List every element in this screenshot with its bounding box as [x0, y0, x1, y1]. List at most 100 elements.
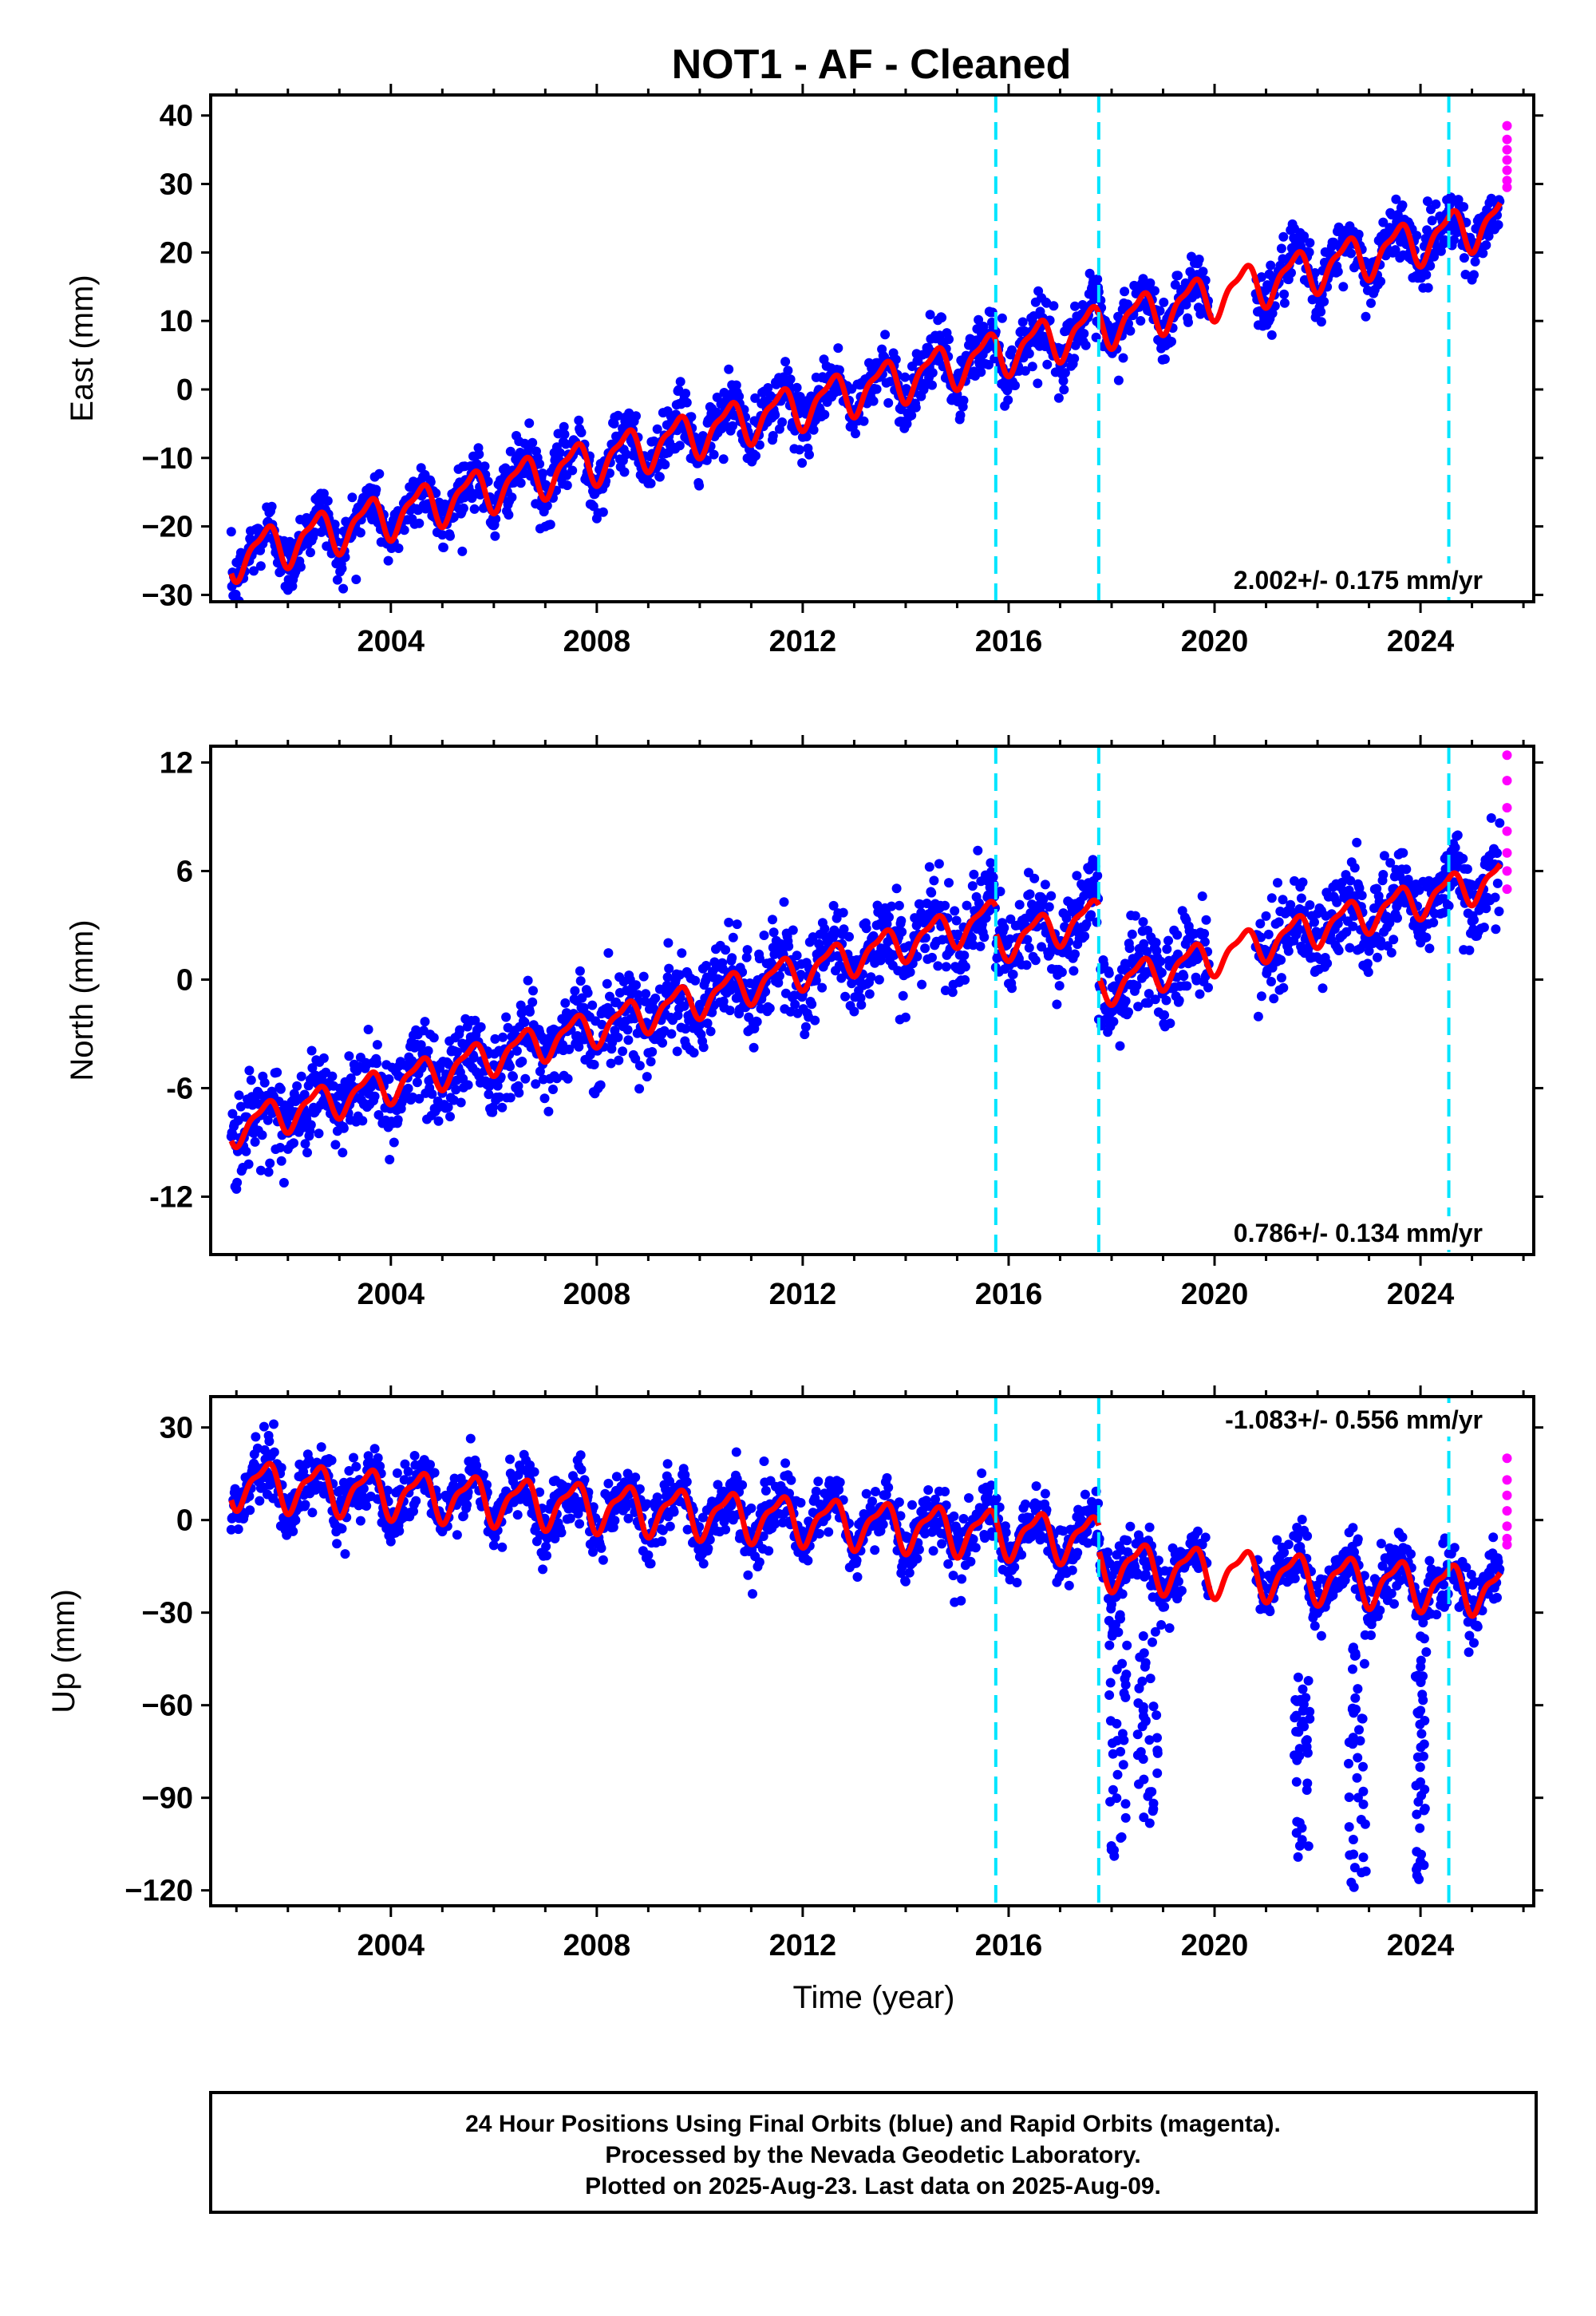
data-point: [725, 1006, 735, 1016]
data-point: [1118, 353, 1128, 363]
data-point: [926, 887, 937, 898]
data-point: [411, 1496, 421, 1506]
data-point: [605, 468, 614, 478]
data-point: [1092, 871, 1103, 881]
data-point: [372, 1058, 382, 1069]
data-point: [1338, 282, 1349, 292]
data-point: [689, 1048, 699, 1058]
data-point: [927, 368, 938, 378]
data-point: [969, 869, 979, 879]
data-point: [898, 990, 908, 1001]
data-point: [429, 1468, 440, 1478]
data-point: [545, 520, 555, 530]
data-point: [1305, 238, 1315, 248]
data-point: [864, 989, 875, 999]
data-point: [894, 900, 904, 911]
data-point: [255, 1496, 265, 1506]
data-point: [698, 1559, 709, 1569]
data-point: [976, 367, 986, 377]
data-point: [355, 528, 365, 538]
data-point: [804, 449, 814, 460]
data-point: [276, 1463, 286, 1473]
data-point: [833, 343, 843, 354]
data-point: [337, 563, 347, 574]
data-point: [1070, 340, 1080, 350]
data-point: [1310, 917, 1319, 927]
data-point: [660, 460, 670, 470]
y-tick-label: 40: [160, 100, 193, 133]
data-point: [933, 961, 943, 971]
data-point: [698, 1042, 709, 1053]
data-point: [498, 1032, 508, 1042]
data-point: [1479, 923, 1489, 932]
data-point: [852, 1572, 863, 1582]
data-point: [613, 1032, 623, 1042]
data-point: [697, 431, 708, 441]
data-point: [374, 468, 385, 479]
rapid-point: [1502, 182, 1512, 192]
data-point: [1274, 917, 1284, 927]
data-point: [369, 1444, 380, 1454]
x-tick-label: 2016: [975, 625, 1043, 658]
data-point: [986, 858, 996, 868]
data-point: [677, 948, 687, 958]
data-point: [686, 412, 697, 422]
data-point: [844, 931, 854, 942]
data-point: [1255, 919, 1266, 929]
data-point: [784, 941, 794, 951]
data-point: [539, 1093, 550, 1104]
panel-frame: [209, 745, 1535, 1256]
data-point: [1108, 1017, 1119, 1027]
data-point: [1283, 946, 1294, 956]
data-point: [1179, 971, 1189, 982]
data-point: [474, 449, 484, 460]
data-point: [302, 1148, 312, 1158]
data-point: [871, 384, 882, 394]
data-point: [543, 1106, 554, 1117]
data-point: [643, 1550, 654, 1560]
data-point: [1464, 945, 1475, 955]
data-point: [751, 451, 760, 461]
data-point: [458, 503, 468, 513]
data-point: [1029, 873, 1040, 883]
data-point: [1183, 317, 1193, 327]
data-point: [373, 1452, 383, 1463]
data-point: [1278, 982, 1289, 993]
data-point: [768, 927, 779, 938]
data-point: [226, 527, 236, 537]
data-point: [760, 1485, 771, 1496]
x-tick-label: 2012: [769, 1278, 837, 1311]
data-point: [517, 1057, 527, 1066]
data-layer: [226, 121, 1512, 602]
data-point: [355, 1516, 365, 1526]
data-point: [497, 1102, 508, 1113]
data-point: [347, 492, 358, 503]
data-point: [1261, 911, 1271, 921]
data-point: [999, 923, 1009, 933]
data-point: [602, 978, 612, 989]
data-point: [749, 1042, 759, 1053]
data-point: [276, 1156, 286, 1166]
data-point: [1033, 378, 1043, 389]
data-point: [779, 897, 789, 907]
data-point: [794, 445, 804, 455]
data-point: [527, 997, 538, 1007]
x-tick-label: 2016: [975, 1278, 1043, 1311]
data-point: [267, 501, 277, 512]
data-point: [1253, 1011, 1263, 1022]
data-point: [1462, 864, 1472, 874]
x-tick-label: 2004: [358, 1278, 425, 1311]
data-point: [650, 993, 661, 1003]
data-point: [1495, 818, 1505, 828]
data-point: [1428, 918, 1439, 927]
y-tick-label: 12: [160, 746, 193, 780]
data-point: [900, 1012, 911, 1022]
data-point: [1150, 286, 1159, 296]
data-point: [1362, 958, 1373, 969]
data-point: [662, 1459, 673, 1469]
data-point: [1161, 995, 1171, 1006]
data-point: [962, 900, 972, 911]
data-point: [1427, 215, 1437, 226]
data-point: [542, 500, 552, 511]
